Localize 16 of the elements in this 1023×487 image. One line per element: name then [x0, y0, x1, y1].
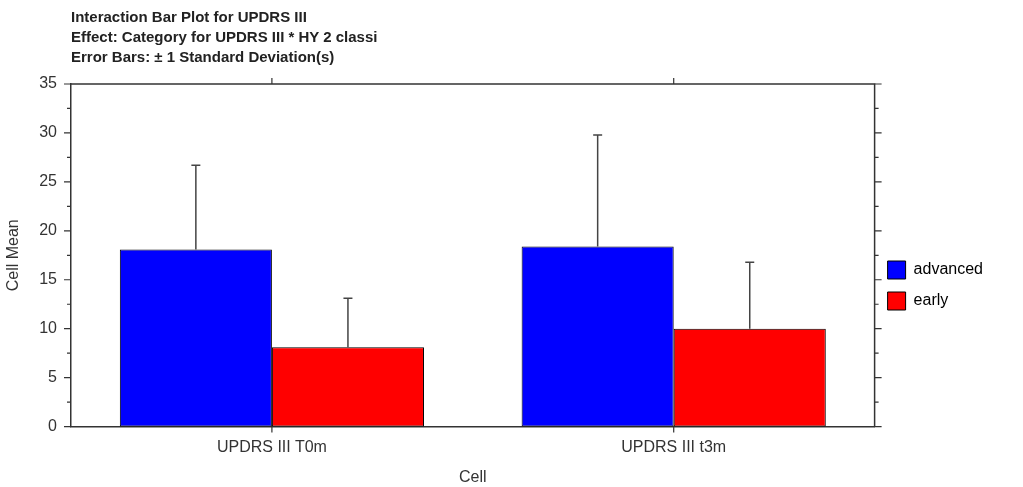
- y-tick-label: 0: [48, 417, 58, 435]
- x-axis-title: Cell: [459, 467, 487, 485]
- legend-label: early: [913, 291, 949, 309]
- y-tick-label: 35: [39, 74, 58, 92]
- y-tick-label: 10: [39, 319, 58, 337]
- y-tick-label: 25: [39, 172, 58, 190]
- y-tick-label: 5: [48, 368, 58, 386]
- chart-title: Interaction Bar Plot for UPDRS III: [70, 7, 308, 27]
- x-tick-label: UPDRS III t3m: [621, 437, 727, 455]
- chart-subtitle: Effect: Category for UPDRS III * HY 2 classi Error Bars: ± 1 Standard Deviation(s): [70, 27, 378, 67]
- y-tick-label: 15: [39, 270, 58, 288]
- x-tick-label: UPDRS III T0m: [216, 437, 327, 455]
- y-tick-label: 30: [39, 123, 58, 141]
- y-tick-label: 20: [39, 221, 58, 239]
- y-axis-title: Cell Mean: [4, 219, 22, 292]
- legend-label: advanced: [913, 260, 983, 278]
